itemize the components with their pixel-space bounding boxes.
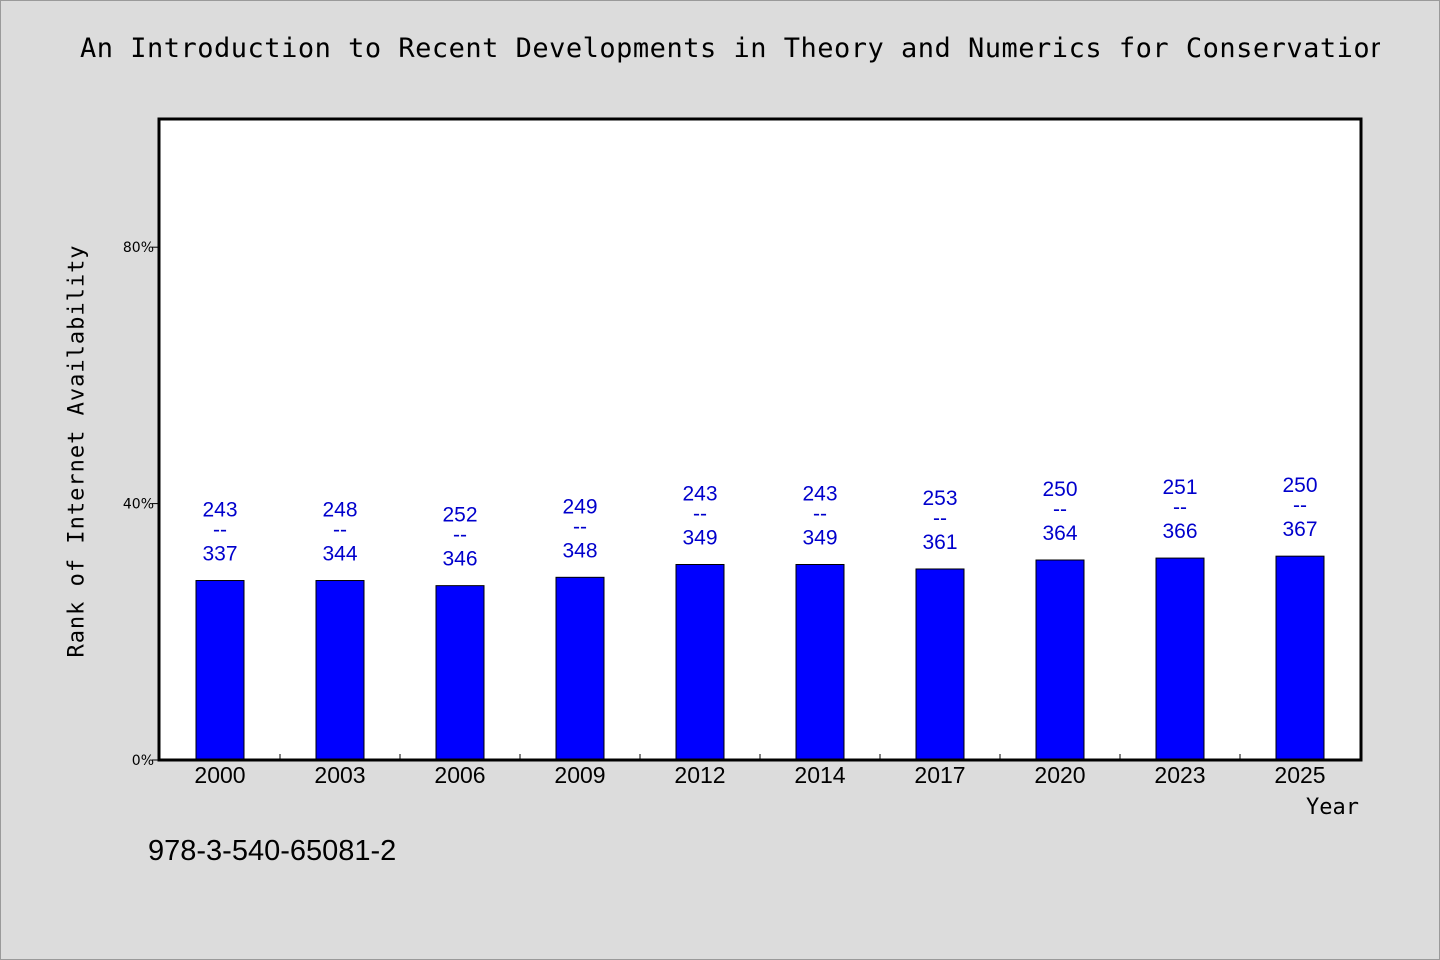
data-label-top: 253: [922, 487, 957, 510]
data-label-separator: --: [693, 502, 707, 525]
data-label-top: 248: [322, 499, 357, 522]
data-label-bottom: 337: [202, 543, 237, 566]
data-label-top: 250: [1042, 478, 1077, 501]
x-tick-label: 2006: [434, 762, 485, 788]
data-label-separator: --: [1293, 494, 1307, 517]
chart-marks: 0%40%80%2000337--2432003344--2482006346-…: [123, 240, 1326, 788]
bar: [195, 580, 245, 761]
bar: [1155, 557, 1205, 761]
bar: [915, 568, 965, 761]
bar: [555, 576, 605, 761]
data-label-separator: --: [333, 519, 347, 542]
data-label-separator: --: [1173, 496, 1187, 519]
bar: [795, 563, 845, 761]
y-tick-label: 0%: [132, 753, 154, 769]
data-label-separator: --: [573, 515, 587, 538]
data-label-bottom: 344: [322, 543, 357, 566]
data-label-bottom: 348: [562, 539, 597, 562]
x-tick-label: 2025: [1274, 762, 1325, 788]
bar: [1275, 555, 1325, 761]
data-label-bottom: 346: [442, 548, 477, 571]
x-axis-label: Year: [1306, 795, 1359, 820]
data-label-top: 250: [1282, 474, 1317, 497]
data-label-bottom: 349: [682, 526, 717, 549]
bar: [1035, 559, 1085, 761]
data-label-bottom: 366: [1162, 520, 1197, 543]
data-label-bottom: 361: [922, 531, 957, 554]
data-label-top: 243: [202, 499, 237, 522]
data-label-separator: --: [453, 524, 467, 547]
bar: [675, 563, 725, 761]
bar: [315, 580, 365, 761]
chart-title: An Introduction to Recent Developments i…: [80, 33, 1380, 64]
data-label-separator: --: [213, 519, 227, 542]
y-tick-label: 40%: [123, 497, 154, 513]
data-label-top: 251: [1162, 476, 1197, 499]
x-tick-label: 2000: [194, 762, 245, 788]
data-label-separator: --: [813, 502, 827, 525]
x-tick-label: 2014: [794, 762, 845, 788]
data-label-separator: --: [1053, 498, 1067, 521]
x-tick-label: 2017: [914, 762, 965, 788]
data-label-top: 252: [442, 504, 477, 527]
data-label-top: 249: [562, 495, 597, 518]
data-label-separator: --: [933, 507, 947, 530]
data-label-top: 243: [802, 482, 837, 505]
isbn-text: 978-3-540-65081-2: [148, 835, 397, 867]
bar: [435, 585, 485, 761]
x-tick-label: 2009: [554, 762, 605, 788]
x-tick-label: 2023: [1154, 762, 1205, 788]
x-tick-label: 2012: [674, 762, 725, 788]
data-label-bottom: 349: [802, 526, 837, 549]
data-label-bottom: 367: [1282, 518, 1317, 541]
data-label-top: 243: [682, 482, 717, 505]
x-tick-label: 2003: [314, 762, 365, 788]
y-tick-label: 80%: [123, 240, 154, 256]
data-label-bottom: 364: [1042, 522, 1077, 545]
x-tick-label: 2020: [1034, 762, 1085, 788]
plot-border: [157, 117, 1363, 762]
